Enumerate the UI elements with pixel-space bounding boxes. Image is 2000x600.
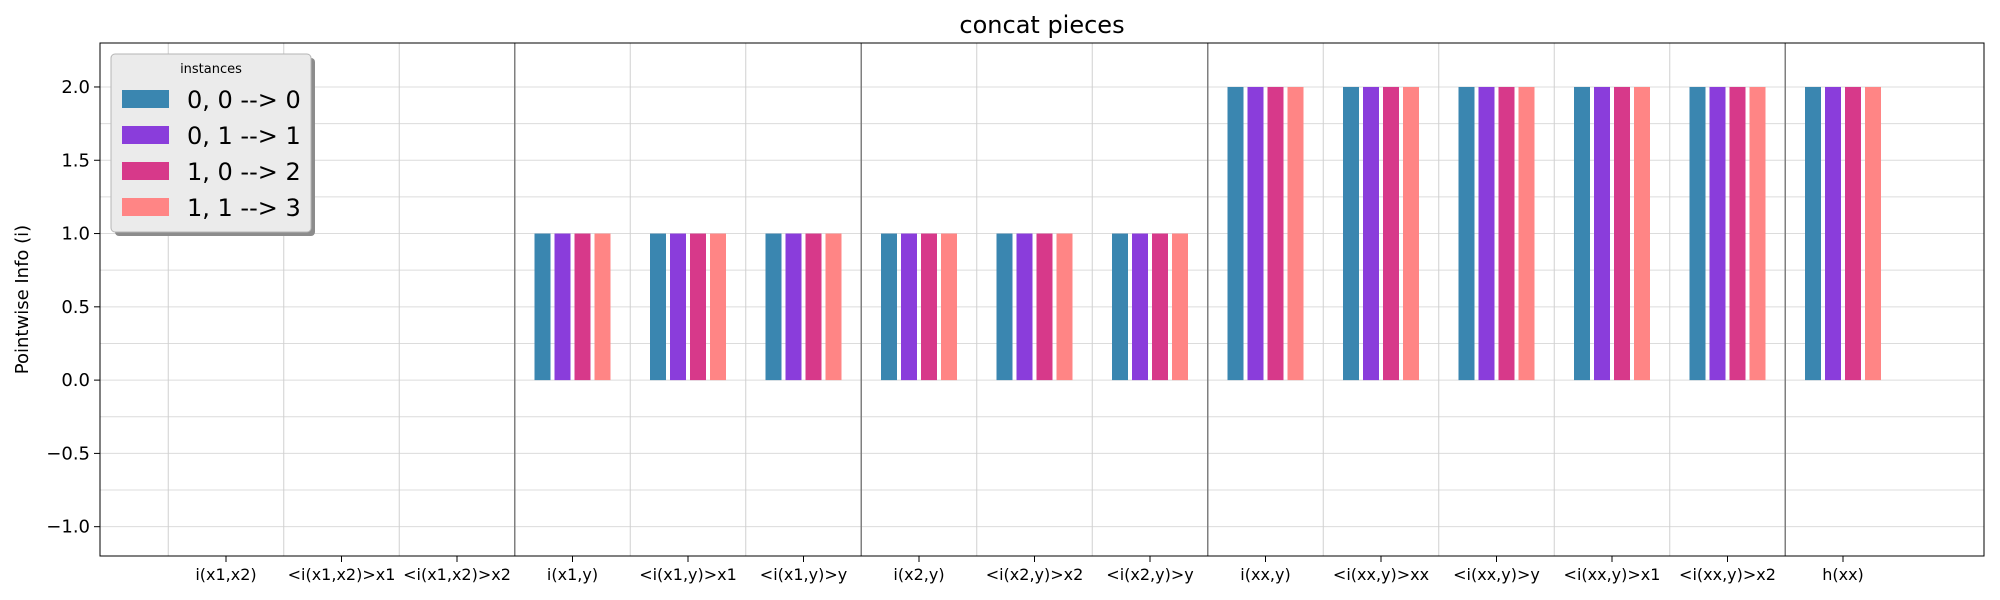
bar xyxy=(1458,86,1475,381)
bar xyxy=(1825,86,1841,381)
y-axis-ticks: −1.0 −0.5 0.0 0.5 1.0 1.5 2.0 xyxy=(46,77,100,538)
bar xyxy=(1709,86,1726,381)
legend-items: 0, 0 --> 0 0, 1 --> 1 1, 0 --> 2 1, 1 --> 3 xyxy=(122,86,301,222)
legend-label: 0, 0 --> 0 xyxy=(187,86,301,114)
legend-swatch xyxy=(122,126,169,144)
bar xyxy=(1363,86,1379,381)
bar xyxy=(996,233,1013,381)
bar xyxy=(1403,86,1419,381)
bar xyxy=(765,233,782,381)
x-tick-label: <i(xx,y)>x1 xyxy=(1564,565,1661,584)
bar xyxy=(1689,86,1706,381)
y-tick-label: 1.5 xyxy=(61,150,90,171)
plot-frame xyxy=(99,42,1985,557)
bar xyxy=(1574,86,1590,381)
x-tick-label: <i(xx,y)>xx xyxy=(1333,565,1429,584)
bar xyxy=(670,233,686,381)
x-tick-label: <i(x2,y)>y xyxy=(1106,565,1193,584)
bar xyxy=(1016,233,1033,381)
bars xyxy=(534,86,1881,381)
x-tick-label: i(x2,y) xyxy=(893,565,944,584)
legend-title: instances xyxy=(180,62,242,77)
bar xyxy=(785,233,802,381)
bar xyxy=(1227,86,1244,381)
legend-label: 1, 1 --> 3 xyxy=(187,194,301,222)
x-tick-label: <i(x1,y)>y xyxy=(760,565,847,584)
bar xyxy=(1247,86,1264,381)
y-tick-label: 0.0 xyxy=(61,370,90,391)
legend-swatch xyxy=(122,162,169,180)
x-tick-label: <i(x1,x2)>x2 xyxy=(403,565,511,584)
bar xyxy=(1865,86,1881,381)
bar xyxy=(941,233,957,381)
x-tick-label: i(xx,y) xyxy=(1240,565,1290,584)
bar xyxy=(1056,233,1073,381)
y-tick-label: 1.0 xyxy=(61,224,90,245)
y-tick-label: 2.0 xyxy=(61,77,90,98)
bar xyxy=(1845,86,1861,381)
bar xyxy=(1287,86,1304,381)
bar xyxy=(881,233,897,381)
bar xyxy=(710,233,726,381)
group-separators xyxy=(514,43,1786,556)
bar xyxy=(1383,86,1399,381)
legend-swatch xyxy=(122,198,169,216)
x-tick-label: i(x1,x2) xyxy=(195,565,256,584)
y-tick-label: −1.0 xyxy=(46,517,90,538)
bar xyxy=(1343,86,1359,381)
bar xyxy=(1132,233,1148,381)
legend: instances 0, 0 --> 0 0, 1 --> 1 1, 0 --> 2… xyxy=(110,53,315,236)
bar xyxy=(1729,86,1746,381)
x-tick-label: <i(xx,y)>x2 xyxy=(1679,565,1776,584)
legend-label: 0, 1 --> 1 xyxy=(187,122,301,150)
bar xyxy=(1749,86,1766,381)
bar xyxy=(805,233,822,381)
bar xyxy=(594,233,611,381)
bar xyxy=(1267,86,1284,381)
bar xyxy=(690,233,706,381)
bar xyxy=(554,233,571,381)
x-tick-label: <i(x1,x2)>x1 xyxy=(288,565,396,584)
bar xyxy=(1112,233,1128,381)
bar xyxy=(1036,233,1053,381)
bar xyxy=(1478,86,1495,381)
bar xyxy=(1805,86,1821,381)
legend-swatch xyxy=(122,90,169,108)
bar xyxy=(901,233,917,381)
x-tick-label: i(x1,y) xyxy=(547,565,598,584)
bar xyxy=(1172,233,1188,381)
x-tick-label: h(xx) xyxy=(1822,565,1864,584)
bar xyxy=(825,233,842,381)
x-tick-label: <i(xx,y)>y xyxy=(1453,565,1540,584)
bar xyxy=(1152,233,1168,381)
bar xyxy=(650,233,666,381)
y-axis-label: Pointwise Info (i) xyxy=(12,225,33,374)
bar xyxy=(1594,86,1610,381)
bar xyxy=(1614,86,1630,381)
bar xyxy=(921,233,937,381)
y-tick-label: −0.5 xyxy=(46,443,90,464)
legend-label: 1, 0 --> 2 xyxy=(187,158,301,186)
x-tick-label: <i(x2,y)>x2 xyxy=(986,565,1084,584)
bar xyxy=(1498,86,1515,381)
bar xyxy=(574,233,591,381)
bar xyxy=(534,233,551,381)
y-tick-label: 0.5 xyxy=(61,297,90,318)
x-axis-ticks: i(x1,x2) <i(x1,x2)>x1 <i(x1,x2)>x2 i(x1,y) <… xyxy=(195,556,1864,584)
x-tick-label: <i(x1,y)>x1 xyxy=(639,565,737,584)
chart-title: concat pieces xyxy=(959,11,1124,39)
bar xyxy=(1634,86,1650,381)
bar xyxy=(1518,86,1535,381)
